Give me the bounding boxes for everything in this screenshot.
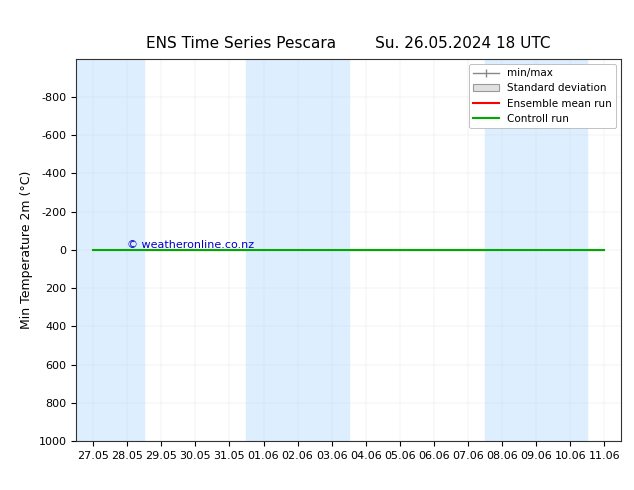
Bar: [247, 59, 349, 441]
Bar: [485, 59, 587, 441]
Title: ENS Time Series Pescara        Su. 26.05.2024 18 UTC: ENS Time Series Pescara Su. 26.05.2024 1…: [146, 36, 551, 50]
Y-axis label: Min Temperature 2m (°C): Min Temperature 2m (°C): [20, 171, 33, 329]
Bar: [76, 59, 144, 441]
Legend: min/max, Standard deviation, Ensemble mean run, Controll run: min/max, Standard deviation, Ensemble me…: [469, 64, 616, 128]
Text: © weatheronline.co.nz: © weatheronline.co.nz: [127, 240, 254, 250]
